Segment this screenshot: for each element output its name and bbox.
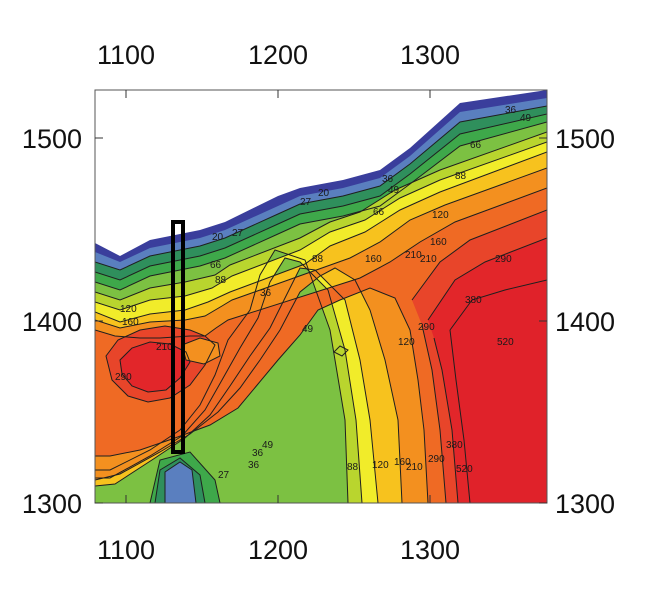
- contour-line: [411, 209, 547, 301]
- borehole-marker: [171, 220, 185, 454]
- band-spot-210: [182, 338, 220, 364]
- contour-label: 160: [394, 457, 411, 468]
- contour-label: 520: [456, 464, 473, 475]
- x-tick-label-bottom: 1100: [97, 535, 155, 565]
- contour-label: 36: [505, 105, 517, 116]
- contour-line: [95, 249, 349, 503]
- contour-line: [427, 237, 547, 321]
- contour-label: 160: [122, 317, 139, 328]
- contour-label: 88: [312, 254, 324, 265]
- contour-label: 49: [262, 440, 274, 451]
- x-tick-label-bottom: 1200: [248, 535, 308, 565]
- contour-label: 290: [115, 372, 132, 383]
- contour-label: 36: [248, 460, 260, 471]
- contour-line: [95, 187, 547, 339]
- contour-label: 27: [232, 228, 244, 239]
- contour-line: [95, 121, 547, 291]
- contour-line: [105, 325, 216, 403]
- y-tick-label-left: 1300: [22, 489, 82, 519]
- contour-label: 380: [446, 440, 463, 451]
- contour-label: 380: [465, 295, 482, 306]
- contour-line: [421, 324, 447, 503]
- contour-line: [95, 151, 547, 323]
- contour-label: 160: [365, 254, 382, 265]
- contour-line: [95, 287, 429, 503]
- x-tick-label-top: 1200: [248, 40, 308, 70]
- contour-label: 49: [520, 113, 532, 124]
- contour-label: 36: [260, 288, 272, 299]
- contour-line: [449, 329, 471, 503]
- contour-label: 36: [382, 174, 394, 185]
- contour-label: 120: [372, 460, 389, 471]
- contour-labels: 36 49 66 88 120 160 210 290 380 520 27 2…: [115, 105, 532, 481]
- y-tick-label-left: 1400: [22, 307, 82, 337]
- axis-labels: 1100 1200 1300 1100 1200 1300 1500 1400 …: [22, 40, 615, 565]
- contour-line: [95, 113, 547, 281]
- y-tick-label-right: 1500: [555, 124, 615, 154]
- contour-label: 210: [420, 254, 437, 265]
- contour-label: 120: [120, 304, 137, 315]
- contour-line: [164, 461, 197, 503]
- contour-line: [449, 279, 547, 331]
- contour-label: 36: [252, 448, 264, 459]
- contour-line: [433, 337, 459, 503]
- band-520: [450, 280, 547, 503]
- contour-label: 290: [418, 322, 435, 333]
- contour-label: 210: [156, 342, 173, 353]
- band-210: [95, 188, 547, 503]
- plot-frame: [94, 89, 548, 504]
- contour-label: 160: [430, 237, 447, 248]
- contour-label: 88: [347, 462, 359, 473]
- y-tick-label-left: 1500: [22, 124, 82, 154]
- contour-label: 27: [218, 470, 230, 481]
- contour-label: 290: [495, 254, 512, 265]
- contour-line: [149, 451, 221, 503]
- contour-line: [95, 267, 379, 503]
- x-tick-label-top: 1300: [400, 40, 460, 70]
- y-tick-label-right: 1300: [555, 489, 615, 519]
- contour-line: [95, 257, 363, 503]
- contour-line: [95, 131, 547, 301]
- x-tick-label-bottom: 1300: [400, 535, 460, 565]
- contour-label: 210: [406, 462, 423, 473]
- contour-label: 66: [470, 140, 482, 151]
- contour-label: 88: [215, 275, 227, 286]
- contour-label: 20: [318, 188, 330, 199]
- contour-label: 49: [388, 185, 400, 196]
- contour-line: [95, 105, 547, 271]
- contour-label: 66: [210, 260, 222, 271]
- x-tick-label-top: 1100: [97, 40, 155, 70]
- contour-label: 20: [212, 232, 224, 243]
- contour-label: 88: [455, 171, 467, 182]
- tick-marks: [95, 90, 547, 504]
- contour-label: 27: [300, 197, 312, 208]
- contour-line: [154, 457, 206, 503]
- y-tick-label-right: 1400: [555, 307, 615, 337]
- contour-line: [181, 337, 221, 365]
- contour-label: 120: [432, 210, 449, 221]
- contour-lines: [95, 105, 547, 503]
- contour-line: [95, 141, 547, 311]
- contour-line: [95, 167, 547, 329]
- contour-label: 120: [398, 337, 415, 348]
- contour-label: 49: [302, 324, 314, 335]
- contour-label: 520: [497, 337, 514, 348]
- contour-label: 66: [373, 207, 385, 218]
- contour-label: 290: [428, 454, 445, 465]
- contour-label: 210: [405, 250, 422, 261]
- contour-line: [333, 345, 349, 357]
